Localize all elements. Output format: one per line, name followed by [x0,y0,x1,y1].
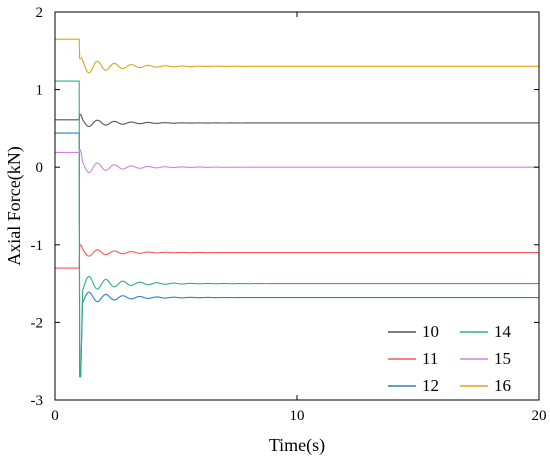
legend-label-16: 16 [494,376,511,395]
legend: 10 14 11 15 12 16 [388,322,512,395]
x-axis-title: Time(s) [269,435,325,456]
plot-frame [54,11,540,401]
legend-label-15: 15 [494,349,511,368]
series-line-15 [55,149,539,174]
series-line-11 [55,244,539,269]
y-axis-title: Axial Force(kN) [4,146,25,265]
y-tick-label: 0 [36,160,44,176]
series-layer [55,38,539,378]
y-tick-label: -1 [31,238,44,254]
legend-label-10: 10 [422,322,439,341]
series-line-14 [55,80,539,378]
y-tick-label: 2 [36,5,44,21]
x-tick-label: 20 [532,408,547,424]
x-tick-label: 0 [51,408,59,424]
x-tick-label: 10 [290,408,305,424]
series-line-12 [55,132,539,378]
legend-label-11: 11 [422,349,438,368]
y-tick-label: 1 [36,83,44,99]
y-tick-label: -2 [31,315,44,331]
series-line-16 [55,38,539,74]
legend-label-14: 14 [494,322,512,341]
y-tick-label: -3 [31,393,44,409]
legend-label-12: 12 [422,376,439,395]
series-line-10 [55,113,539,128]
